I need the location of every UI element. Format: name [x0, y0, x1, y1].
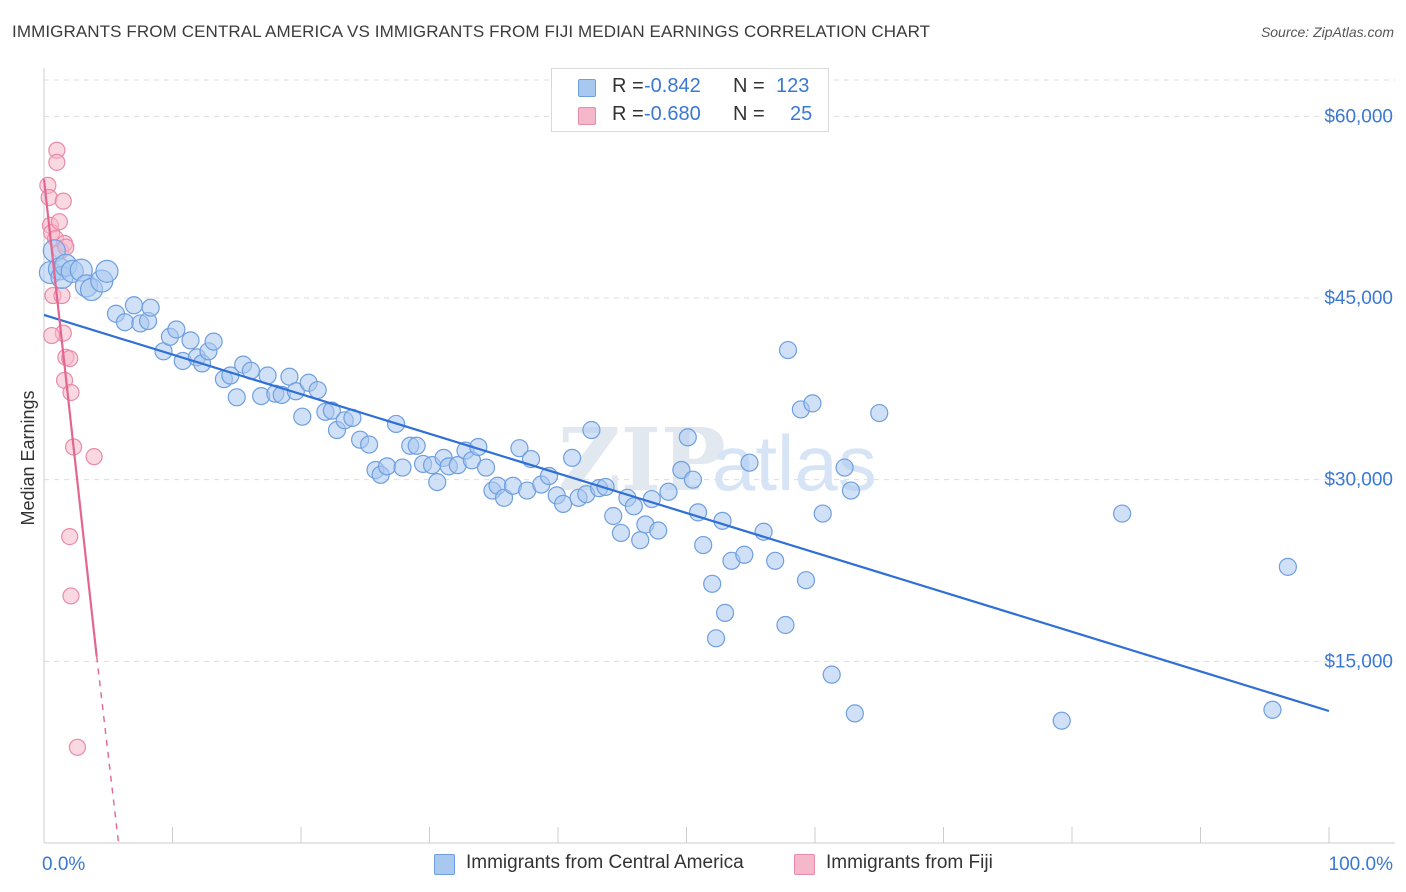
- y-tick-label: $45,000: [1324, 288, 1393, 309]
- central-america-point: [776, 615, 795, 635]
- central-america-point: [360, 435, 379, 454]
- central-america-point: [95, 259, 119, 283]
- central-america-point: [766, 551, 785, 570]
- y-tick-label: $60,000: [1324, 106, 1393, 127]
- legend-n-value: 123: [776, 75, 810, 97]
- fiji-point: [54, 192, 72, 210]
- central-america-point: [631, 531, 650, 550]
- legend-row-fiji: R = -0.680 N = 25: [552, 101, 828, 129]
- central-america-point: [694, 535, 713, 555]
- central-america-point: [1113, 504, 1132, 523]
- central-america-point: [115, 313, 135, 332]
- legend-r-label: R =: [612, 103, 644, 125]
- central-america-point: [611, 523, 631, 543]
- central-america-point: [845, 704, 864, 723]
- central-america-point: [227, 388, 246, 407]
- central-america-point: [141, 298, 160, 317]
- central-america-point: [476, 458, 496, 477]
- central-america-point: [778, 340, 798, 360]
- legend-swatch-pink: [578, 107, 596, 125]
- central-america-point: [706, 629, 726, 648]
- legend-row-central-america: R = -0.842 N = 123: [552, 73, 828, 101]
- central-america-point: [167, 320, 186, 339]
- fiji-point: [50, 213, 69, 231]
- central-america-point: [659, 482, 678, 501]
- fiji-point: [62, 383, 80, 402]
- fiji-point: [68, 738, 87, 756]
- trend-lines: [42, 179, 1330, 844]
- fiji-trend-line: [42, 179, 98, 657]
- fiji-trend-extension: [95, 656, 120, 844]
- fiji-point: [85, 448, 103, 466]
- central-america-point: [715, 603, 735, 622]
- central-america-point: [1278, 557, 1297, 576]
- y-tick-label: $30,000: [1324, 470, 1393, 491]
- y-axis-label: Median Earnings: [18, 390, 38, 525]
- central-america-point: [393, 458, 412, 477]
- fiji-point: [43, 326, 61, 345]
- central-america-point: [803, 394, 822, 413]
- legend-n-value: 25: [790, 103, 813, 125]
- fiji-point: [61, 349, 79, 368]
- legend-n-label: N =: [733, 103, 765, 125]
- central-america-point: [683, 470, 703, 489]
- central-america-point: [822, 665, 841, 684]
- central-america-point: [554, 494, 573, 513]
- x-tick-label: 100.0%: [1329, 854, 1394, 875]
- chart-title: IMMIGRANTS FROM CENTRAL AMERICA VS IMMIG…: [12, 22, 931, 41]
- central-america-points: [38, 239, 1297, 730]
- central-america-point: [672, 460, 691, 480]
- central-america-point: [124, 296, 144, 315]
- central-america-point: [293, 407, 312, 426]
- legend-n-label: N =: [733, 75, 765, 97]
- central-america-point: [582, 420, 601, 440]
- bottom-legend-label: Immigrants from Central America: [466, 852, 744, 873]
- bottom-legend-label: Immigrants from Fiji: [826, 852, 993, 873]
- legend: R = -0.842 N = 123 R = -0.680 N = 25: [551, 68, 829, 132]
- tick-labels: $15,000 $30,000 $45,000 $60,000 0.0% 100.0%: [42, 106, 1393, 875]
- central-america-point: [688, 503, 708, 522]
- legend-swatch-blue: [578, 79, 596, 97]
- legend-r-value: -0.842: [644, 75, 701, 97]
- central-america-point: [563, 448, 582, 467]
- fiji-point: [48, 153, 66, 171]
- fiji-point: [62, 587, 80, 605]
- central-america-point: [740, 453, 759, 472]
- central-america-trend-line: [43, 313, 1330, 713]
- central-america-point: [678, 428, 697, 447]
- central-america-point: [510, 439, 529, 458]
- central-america-point: [841, 481, 861, 500]
- central-america-point: [494, 488, 514, 507]
- bottom-legend-swatch-pink: [794, 854, 815, 875]
- central-america-point: [649, 521, 668, 540]
- central-america-point: [428, 472, 447, 492]
- central-america-point: [835, 458, 854, 477]
- fiji-point: [61, 527, 79, 546]
- central-america-point: [377, 457, 397, 476]
- central-america-point: [624, 497, 643, 516]
- x-tick-label: 0.0%: [42, 854, 85, 875]
- bottom-legend-swatch-blue: [434, 854, 455, 875]
- central-america-point: [1052, 711, 1071, 730]
- central-america-point: [286, 382, 305, 401]
- central-america-point: [308, 380, 327, 400]
- legend-r-value: -0.680: [644, 103, 701, 125]
- central-america-point: [604, 506, 623, 526]
- central-america-point: [407, 436, 426, 455]
- central-america-point: [322, 401, 341, 420]
- legend-r-label: R =: [612, 75, 644, 97]
- central-america-point: [181, 331, 200, 350]
- central-america-point: [870, 403, 889, 423]
- fiji-point: [40, 188, 58, 207]
- central-america-point: [204, 332, 223, 351]
- y-tick-label: $15,000: [1324, 651, 1393, 672]
- central-america-point: [813, 504, 832, 523]
- central-america-point: [735, 545, 754, 564]
- central-america-point: [703, 574, 722, 593]
- central-america-point: [796, 571, 816, 590]
- chart-source: Source: ZipAtlas.com: [1260, 24, 1394, 40]
- central-america-point: [1263, 700, 1282, 719]
